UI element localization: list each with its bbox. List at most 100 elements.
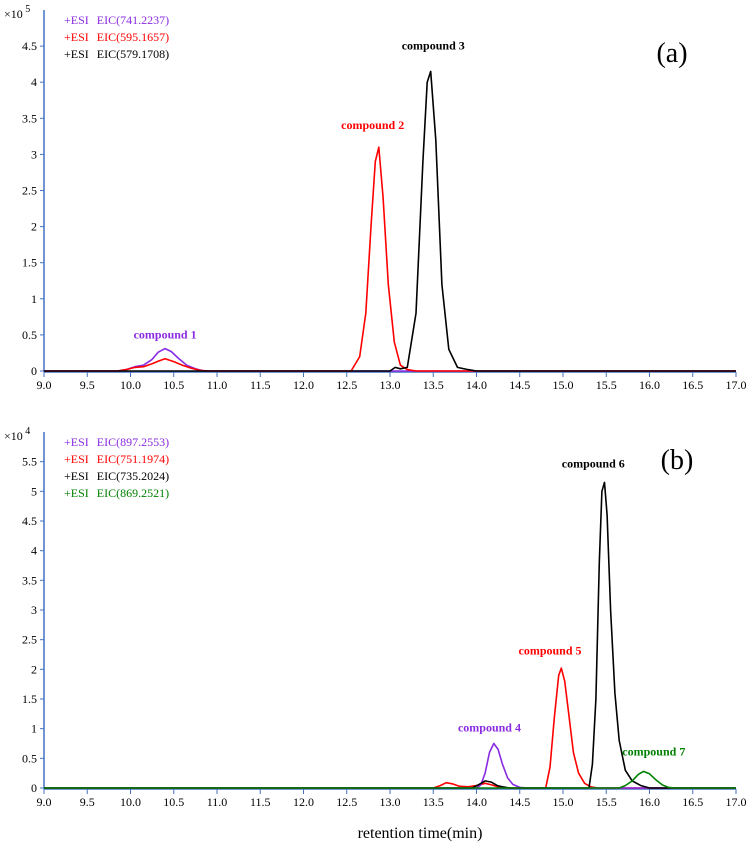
x-tick-label: 13.0 bbox=[380, 378, 401, 392]
y-scale-base: ×10 bbox=[4, 7, 23, 21]
x-tick-label: 15.5 bbox=[596, 378, 617, 392]
x-tick-label: 9.5 bbox=[80, 795, 95, 809]
legend-entry: +ESI EIC(579.1708) bbox=[64, 47, 169, 61]
legend-label: EIC(869.2521) bbox=[97, 486, 169, 500]
series-line-1 bbox=[44, 667, 736, 789]
y-tick-label: 0.5 bbox=[22, 328, 37, 342]
x-tick-label: 12.5 bbox=[336, 795, 357, 809]
compound-label: compound 3 bbox=[402, 39, 465, 53]
legend-label: EIC(751.1974) bbox=[97, 452, 169, 466]
x-tick-label: 12.0 bbox=[293, 795, 314, 809]
x-tick-label: 13.0 bbox=[380, 795, 401, 809]
y-tick-label: 2 bbox=[31, 662, 37, 676]
series-line-1 bbox=[44, 347, 736, 372]
legend-label: EIC(595.1657) bbox=[97, 30, 169, 44]
chart-panel-b: ×10 400.511.522.533.544.555.59.0 9.5 10.0 1… bbox=[4, 426, 747, 809]
y-scale-exponent: 5 bbox=[23, 4, 31, 15]
legend-entry: +ESI EIC(735.2024) bbox=[64, 469, 169, 483]
compound-label: compound 2 bbox=[341, 118, 404, 132]
y-tick-label: 0 bbox=[31, 781, 37, 795]
x-tick-label: 13.5 bbox=[423, 795, 444, 809]
legend-label: EIC(579.1708) bbox=[97, 47, 169, 61]
compound-label: compound 4 bbox=[458, 721, 521, 735]
y-scale-multiplier: ×10 4 bbox=[4, 426, 30, 443]
x-tick-label: 12.0 bbox=[293, 378, 314, 392]
legend-entry: +ESI EIC(751.1974) bbox=[64, 452, 169, 466]
legend-entry: +ESI EIC(897.2553) bbox=[64, 435, 169, 449]
x-tick-label: 14.0 bbox=[466, 795, 487, 809]
chart-panel-a: ×10 5 0 0.5 11.5 2 2.5 3 3.5 4 4.5 9.0 9.5 10.0 10.5 1… bbox=[4, 4, 747, 392]
y-tick-label: 3 bbox=[31, 147, 37, 161]
x-tick-label: 10.5 bbox=[163, 378, 184, 392]
x-tick-label: 16.0 bbox=[639, 378, 660, 392]
x-tick-label: 10.5 bbox=[163, 795, 184, 809]
x-tick-label: 16.0 bbox=[639, 795, 660, 809]
y-tick-label: 0.5 bbox=[22, 751, 37, 765]
x-tick-label: 10.0 bbox=[120, 795, 141, 809]
y-scale-multiplier: ×10 5 bbox=[4, 4, 30, 21]
x-tick-label: 17.0 bbox=[726, 795, 747, 809]
y-tick-label: 3.5 bbox=[22, 573, 37, 587]
series-line-4 bbox=[44, 770, 736, 789]
x-tick-label: 17.0 bbox=[726, 378, 747, 392]
legend-entry: +ESI EIC(869.2521) bbox=[64, 486, 169, 500]
series-line-3 bbox=[44, 70, 736, 372]
compound-label: compound 5 bbox=[519, 644, 582, 658]
compound-label: compound 1 bbox=[134, 328, 197, 342]
x-tick-label: 15.0 bbox=[553, 378, 574, 392]
x-tick-label: 15.5 bbox=[596, 795, 617, 809]
legend-polarity: +ESI bbox=[64, 486, 89, 500]
x-tick-label: 14.5 bbox=[509, 378, 530, 392]
compound-label: compound 7 bbox=[622, 744, 685, 758]
x-tick-label: 15.0 bbox=[553, 795, 574, 809]
y-scale-base: ×10 bbox=[4, 429, 23, 443]
y-tick-label: 2.5 bbox=[22, 633, 37, 647]
panel-tag: (b) bbox=[661, 445, 694, 476]
x-tick-label: 11.0 bbox=[207, 795, 228, 809]
x-tick-label: 11.5 bbox=[250, 795, 271, 809]
panel-tag: (a) bbox=[656, 38, 687, 69]
x-tick-label: 13.5 bbox=[423, 378, 444, 392]
y-tick-label: 3 bbox=[31, 603, 37, 617]
x-tick-label: 11.0 bbox=[207, 378, 228, 392]
x-tick-label: 9.0 bbox=[37, 378, 52, 392]
y-tick-label: 5 bbox=[31, 484, 37, 498]
legend-polarity: +ESI bbox=[64, 469, 89, 483]
legend-polarity: +ESI bbox=[64, 47, 89, 61]
x-tick-label: 16.5 bbox=[682, 378, 703, 392]
legend-polarity: +ESI bbox=[64, 13, 89, 27]
legend-label: EIC(735.2024) bbox=[97, 469, 169, 483]
legend-entry: +ESI EIC(741.2237) bbox=[64, 13, 169, 27]
y-tick-label: 2.5 bbox=[22, 184, 37, 198]
y-tick-label: 5.5 bbox=[22, 455, 37, 469]
x-tick-label: 14.0 bbox=[466, 378, 487, 392]
y-tick-label: 1.5 bbox=[22, 692, 37, 706]
legend-label: EIC(741.2237) bbox=[97, 13, 169, 27]
x-tick-label: 10.0 bbox=[120, 378, 141, 392]
y-tick-label: 4.5 bbox=[22, 514, 37, 528]
y-tick-label: 1 bbox=[31, 722, 37, 736]
series-line-3 bbox=[44, 481, 736, 789]
x-tick-label: 16.5 bbox=[682, 795, 703, 809]
legend-polarity: +ESI bbox=[64, 30, 89, 44]
y-tick-label: 4.5 bbox=[22, 39, 37, 53]
y-tick-label: 4 bbox=[31, 75, 37, 89]
legend-polarity: +ESI bbox=[64, 452, 89, 466]
legend-label: EIC(897.2553) bbox=[97, 435, 169, 449]
compound-label: compound 6 bbox=[562, 457, 625, 471]
y-tick-label: 1.5 bbox=[22, 256, 37, 270]
x-tick-label: 11.5 bbox=[250, 378, 271, 392]
x-tick-label: 9.5 bbox=[80, 378, 95, 392]
y-tick-label: 4 bbox=[31, 544, 37, 558]
x-tick-label: 12.5 bbox=[336, 378, 357, 392]
y-scale-exponent: 4 bbox=[23, 426, 31, 437]
y-tick-label: 0 bbox=[31, 364, 37, 378]
x-tick-label: 14.5 bbox=[509, 795, 530, 809]
x-tick-label: 9.0 bbox=[37, 795, 52, 809]
legend-entry: +ESI EIC(595.1657) bbox=[64, 30, 169, 44]
legend-polarity: +ESI bbox=[64, 435, 89, 449]
x-axis-label: retention time(min) bbox=[358, 825, 483, 842]
y-tick-label: 2 bbox=[31, 220, 37, 234]
y-tick-label: 3.5 bbox=[22, 111, 37, 125]
